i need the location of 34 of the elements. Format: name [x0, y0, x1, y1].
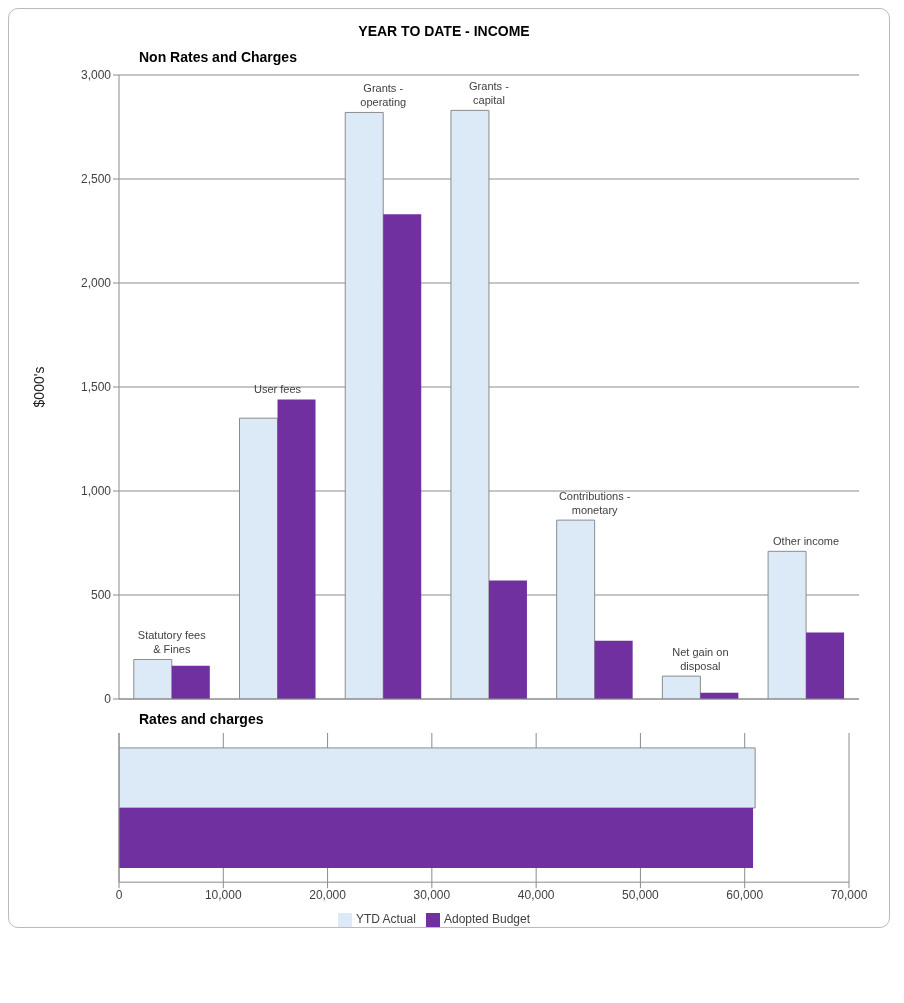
x-tick-label: 0 [115, 887, 123, 902]
y-tick-label: 1,500 [80, 380, 112, 395]
x-tick-label: 10,000 [204, 887, 242, 902]
x-tick-label: User fees [253, 383, 302, 396]
x-tick-label: Statutory fees & Fines [137, 629, 207, 656]
chart-title: YEAR TO DATE - INCOME [357, 23, 531, 39]
y-tick-label: 500 [90, 588, 112, 603]
legend-label: Adopted Budget [443, 912, 531, 927]
y-tick-label: 3,000 [80, 68, 112, 83]
y-tick-label: 1,000 [80, 484, 112, 499]
x-tick-label: Grants - capital [469, 80, 510, 107]
x-tick-label: 70,000 [830, 887, 868, 902]
chart-title: Rates and charges [139, 711, 265, 727]
legend-label: YTD Actual [355, 912, 416, 927]
x-tick-label: Contributions - monetary [558, 490, 631, 517]
x-tick-label: Net gain on disposal [672, 646, 729, 673]
y-axis-title: $000's [30, 366, 47, 408]
x-tick-label: Grants - operating [360, 82, 407, 109]
bar [277, 399, 316, 699]
y-tick-label: 0 [104, 692, 112, 707]
bar [488, 580, 527, 699]
x-tick-label: 30,000 [413, 887, 451, 902]
x-tick-label: 40,000 [517, 887, 555, 902]
x-tick-label: 50,000 [622, 887, 660, 902]
bar [594, 640, 633, 699]
x-tick-label: 60,000 [726, 887, 764, 902]
y-tick-label: 2,500 [80, 172, 112, 187]
bar [171, 665, 210, 699]
x-tick-label: Other income [773, 535, 840, 548]
chart-subtitle: Non Rates and Charges [139, 49, 298, 65]
bar [806, 632, 845, 699]
x-tick-label: 20,000 [309, 887, 347, 902]
y-tick-label: 2,000 [80, 276, 112, 291]
bar [383, 214, 422, 699]
